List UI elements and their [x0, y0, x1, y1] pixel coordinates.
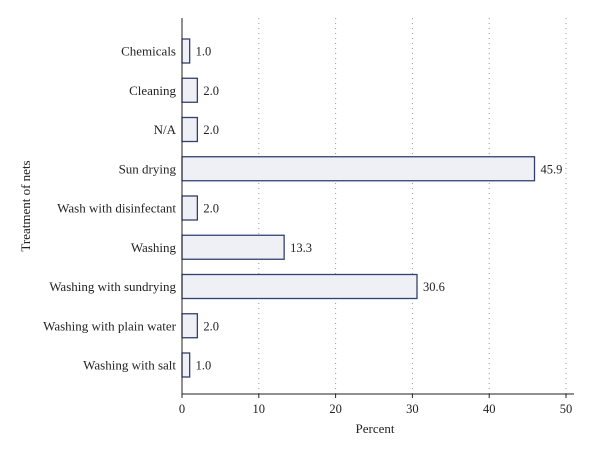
value-label: 2.0: [203, 319, 219, 333]
x-tick-label: 20: [329, 402, 342, 416]
bar: [181, 234, 285, 260]
bar: [181, 77, 199, 103]
x-tick-label: 30: [406, 402, 419, 416]
bar: [181, 38, 191, 64]
gridlines: [258, 18, 567, 394]
value-label: 30.6: [423, 280, 445, 294]
value-label: 1.0: [196, 45, 212, 59]
category-label: Chemicals: [121, 44, 176, 59]
labels: 0 10 20 30 40 50 Chemicals 1.0 Cleaning 2.0 N/A 2.0…: [43, 44, 572, 417]
category-label: Wash with disinfectant: [57, 201, 176, 216]
x-axis-title: Percent: [356, 421, 395, 436]
x-tick-label: 0: [179, 402, 185, 416]
bar: [181, 313, 199, 339]
axes: [181, 18, 574, 395]
y-axis-title: Treatment of nets: [18, 160, 33, 251]
category-label: Washing with plain water: [43, 318, 177, 333]
category-label: N/A: [154, 122, 177, 137]
value-label: 45.9: [541, 162, 563, 176]
bar: [181, 273, 418, 300]
bars: [181, 38, 536, 378]
bar: [181, 116, 199, 143]
value-label: 2.0: [203, 84, 219, 98]
category-label: Washing with sundrying: [49, 279, 176, 294]
bar: [181, 195, 199, 221]
bar: [181, 352, 191, 378]
category-label: Sun drying: [119, 161, 177, 176]
bar: [181, 156, 536, 182]
category-label: Washing: [131, 240, 177, 255]
x-tick-label: 50: [560, 402, 573, 416]
x-tick-label: 10: [253, 402, 266, 416]
category-label: Washing with salt: [83, 358, 176, 373]
category-label: Cleaning: [129, 83, 176, 98]
value-label: 2.0: [203, 202, 219, 216]
value-label: 13.3: [290, 241, 312, 255]
value-label: 2.0: [203, 123, 219, 137]
x-tick-label: 40: [483, 402, 496, 416]
value-label: 1.0: [196, 359, 212, 373]
